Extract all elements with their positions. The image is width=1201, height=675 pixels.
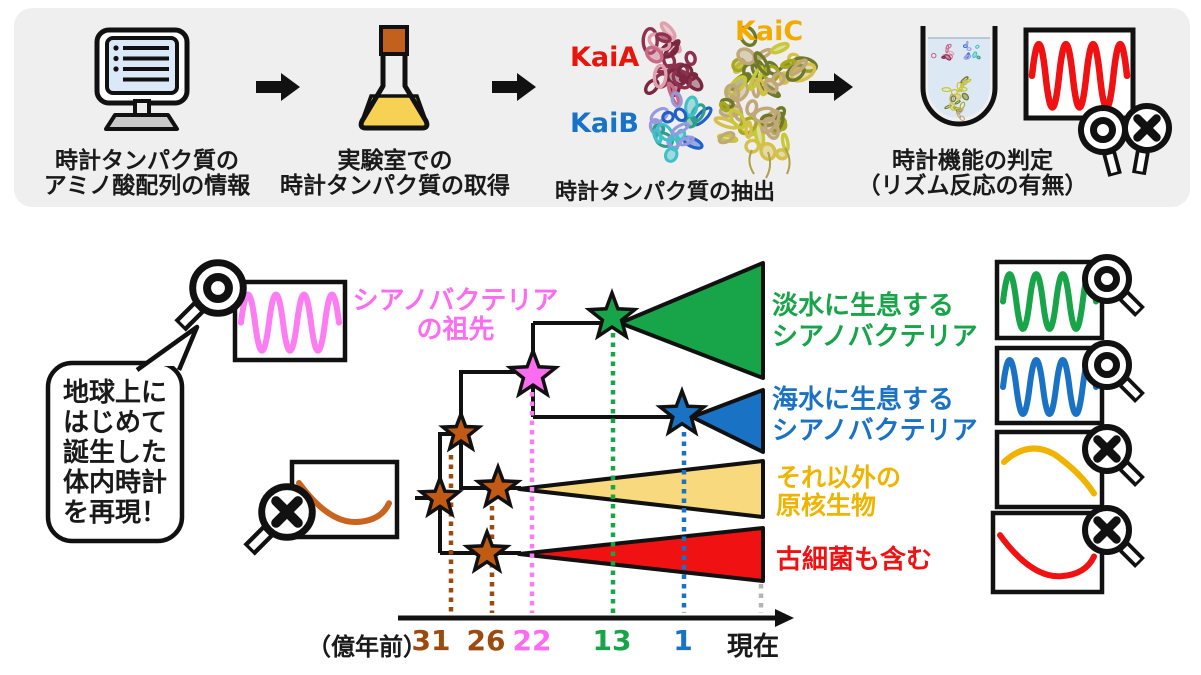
- star-archaea-26: [462, 527, 512, 575]
- timeline-26: 26: [466, 624, 506, 657]
- timeline-13: 13: [592, 624, 632, 657]
- timeline-unit-label: （億年前）: [307, 633, 427, 661]
- timeline-22: 22: [512, 624, 552, 657]
- green-rhythm-wave: [1000, 271, 1099, 332]
- timeline-31: 31: [411, 624, 451, 657]
- arrow-right-icon: [256, 73, 300, 101]
- test-tube-icon: [920, 26, 998, 127]
- other-prokaryotes-triangle: [517, 459, 765, 519]
- seawater-label: 海水に生息する シアノバクテリア: [772, 385, 978, 446]
- arrow-right-icon: [809, 73, 853, 101]
- timeline-now: 現在: [726, 632, 780, 662]
- brown-decline-curve: [296, 480, 392, 526]
- star-root-31: [416, 472, 464, 519]
- step4-caption: 時計機能の判定 （リズム反応の有無）: [857, 148, 1088, 199]
- other-prokaryotes-label: それ以外の 原核生物: [776, 463, 902, 520]
- timeline-1: 1: [673, 624, 693, 657]
- star-ancestor-22: [505, 345, 561, 399]
- other-result-box: [994, 429, 1105, 510]
- seawater-clade-triangle: [690, 388, 765, 454]
- archaea-triangle: [517, 526, 765, 583]
- kaiC-structure: [713, 25, 818, 179]
- magnifier-ng-icon: [249, 487, 312, 550]
- speech-bubble-text: 地球上に はじめて 誕生した 体内時計 を再現！: [62, 378, 167, 528]
- step1-caption: 時計タンパク質の アミノ酸配列の情報: [43, 148, 251, 199]
- time-axis-arrowhead: [775, 609, 794, 627]
- star-freshwater-13: [584, 287, 640, 341]
- kaiA-label: KaiA: [570, 42, 640, 73]
- kaiB-structure: [648, 91, 713, 163]
- step3-caption: 時計タンパク質の抽出: [554, 180, 775, 205]
- pipeline-panel: [14, 8, 1190, 207]
- kaiC-label: KaiC: [735, 16, 804, 47]
- freshwater-label: 淡水に生息する シアノバクテリア: [772, 291, 978, 352]
- gold-decline-curve: [1001, 445, 1097, 497]
- computer-icon: [94, 27, 190, 131]
- speech-bubble: [45, 324, 200, 544]
- star-upper-31: [438, 409, 484, 453]
- star-other-26: [473, 462, 523, 510]
- step2-caption: 実験室での 時計タンパク質の取得: [280, 148, 510, 199]
- red-rhythm-wave: [1028, 40, 1131, 111]
- red-decline-curve: [997, 532, 1097, 580]
- star-seawater-1: [655, 386, 709, 437]
- freshwater-clade-triangle: [618, 261, 765, 380]
- blue-rhythm-wave: [1000, 357, 1099, 417]
- flask-icon: [358, 25, 430, 131]
- pink-rhythm-wave: [238, 291, 342, 354]
- ancestor-label: シアノバクテリア の祖先: [352, 286, 559, 345]
- arrow-right-icon: [492, 73, 536, 101]
- kaiB-label: KaiB: [570, 108, 639, 139]
- archaea-label: 古細菌も含む: [776, 545, 933, 575]
